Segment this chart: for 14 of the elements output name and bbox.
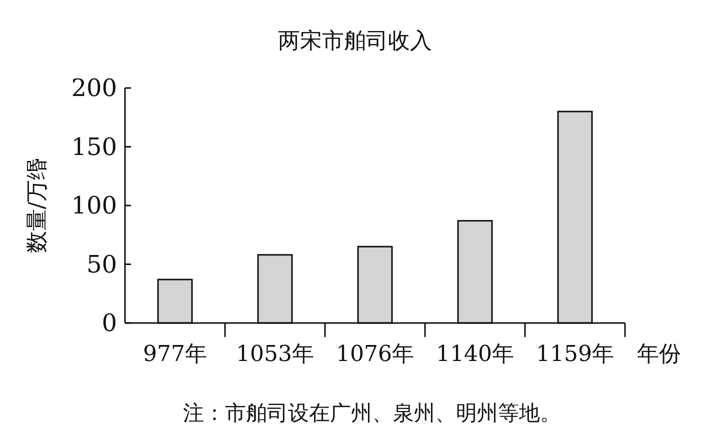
x-tick-label: 1140年 xyxy=(436,342,514,367)
y-tick-label: 0 xyxy=(102,309,117,337)
x-tick-label: 1159年 xyxy=(536,342,614,367)
y-tick-label: 150 xyxy=(71,132,117,161)
x-tick-label: 977年 xyxy=(143,342,207,367)
y-axis-title: 数量/万缗 xyxy=(25,158,50,254)
x-axis-title: 年份 xyxy=(637,342,681,367)
chart-title: 两宋市舶司收入 xyxy=(278,29,432,54)
x-tick-label: 1076年 xyxy=(336,342,414,367)
text: 注：市舶司设在广州、泉州、明州等地。 xyxy=(183,401,561,425)
x-tick-label: 1053年 xyxy=(236,342,314,367)
y-tick-label: 200 xyxy=(71,74,117,102)
y-tick-label: 50 xyxy=(86,250,117,278)
y-tick-label: 100 xyxy=(71,192,117,220)
